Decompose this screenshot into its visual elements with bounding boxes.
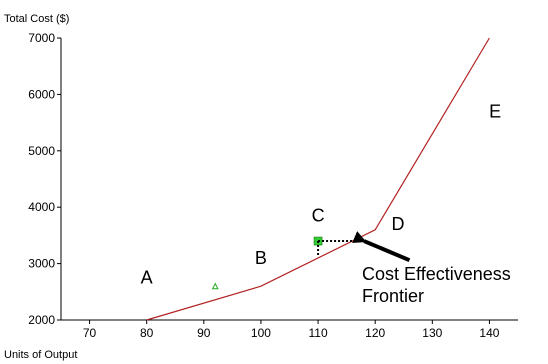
frontier-line bbox=[146, 37, 490, 321]
series-layer bbox=[146, 37, 490, 321]
x-tick-label: 70 bbox=[83, 326, 97, 340]
x-tick-label: 140 bbox=[479, 326, 499, 340]
y-tick-label: 2000 bbox=[28, 313, 55, 327]
y-tick-label: 6000 bbox=[28, 87, 55, 101]
ticks: 2000 3000 4000 5000 6000 7000 70 80 90 100 110 120 1… bbox=[28, 31, 499, 340]
x-axis-title: Units of Output bbox=[4, 349, 77, 361]
y-tick-label: 4000 bbox=[28, 200, 55, 214]
x-tick-label: 120 bbox=[365, 326, 385, 340]
x-tick-label: 110 bbox=[308, 326, 327, 340]
region-label: B bbox=[255, 248, 267, 268]
y-tick-label: 5000 bbox=[28, 144, 55, 158]
region-label: E bbox=[489, 101, 501, 121]
x-tick-label: 130 bbox=[422, 326, 442, 340]
x-tick-label: 100 bbox=[251, 326, 271, 340]
region-label: A bbox=[141, 268, 153, 288]
region-label: D bbox=[392, 214, 405, 234]
x-tick-label: 90 bbox=[197, 326, 211, 340]
markers-layer bbox=[211, 236, 323, 290]
y-tick-label: 7000 bbox=[28, 31, 55, 45]
triangle-marker bbox=[211, 282, 219, 290]
frontier-arrow bbox=[352, 231, 411, 263]
y-axis-title: Total Cost ($) bbox=[4, 13, 69, 25]
region-label: C bbox=[312, 206, 325, 226]
x-tick-label: 80 bbox=[140, 326, 154, 340]
axes bbox=[60, 38, 518, 321]
frontier-label-line: Frontier bbox=[362, 286, 424, 306]
y-tick-label: 3000 bbox=[28, 257, 55, 271]
region-labels: A B C D E bbox=[141, 101, 501, 287]
frontier-label-line: Cost Effectiveness bbox=[362, 264, 511, 284]
